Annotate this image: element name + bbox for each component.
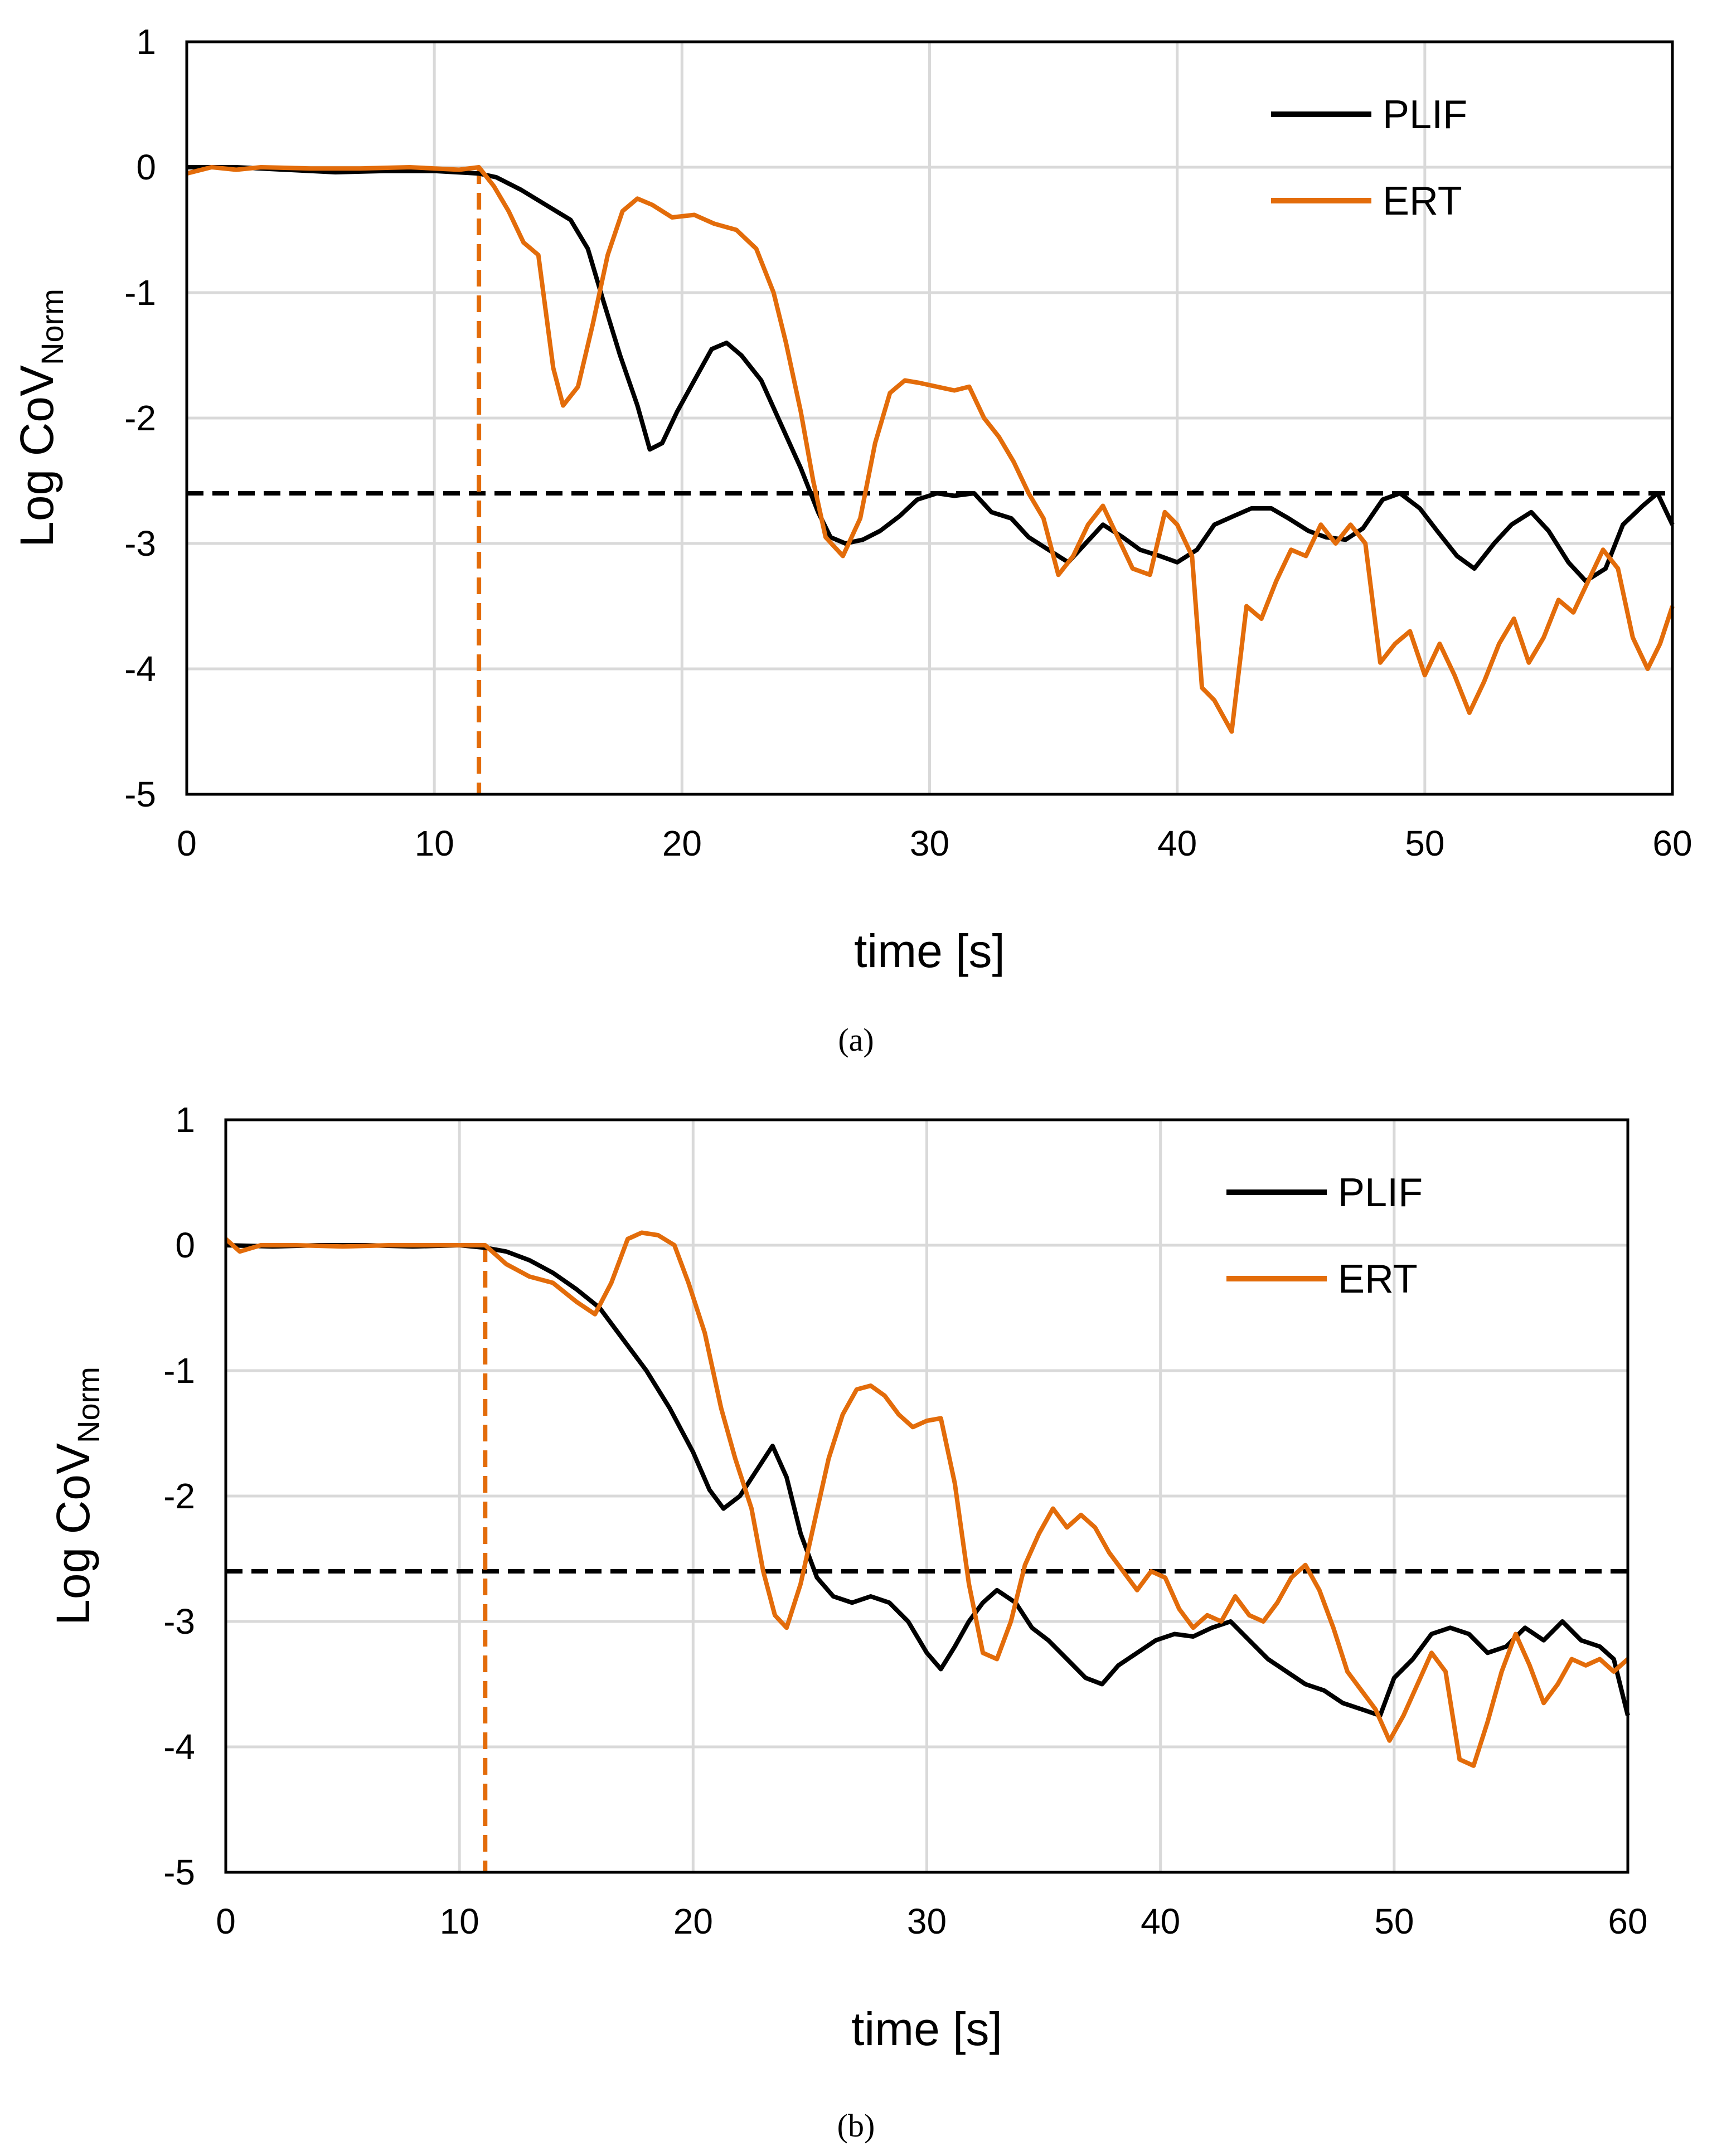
- y-axis-title-subscript-a: Norm: [35, 289, 70, 365]
- legend-label-ert-a: ERT: [1383, 179, 1462, 224]
- series-line-plif-b: [225, 1243, 1630, 1718]
- y-tick-label-1-a: 0: [136, 147, 156, 187]
- y-tick-label-0-a: 1: [136, 22, 156, 62]
- chart-panel-a: 0 10 20 30 40 50 60 1 0 -1 -2 -3 -4 -5 time [s] Log …: [11, 22, 1692, 1058]
- y-axis-title-b: Log CoVNorm: [47, 1367, 106, 1625]
- x-tick-label-2-b: 20: [673, 1901, 713, 1941]
- y-tick-label-0-b: 1: [175, 1100, 195, 1140]
- grid-a: [185, 40, 1674, 796]
- x-tick-label-1-a: 10: [415, 823, 454, 863]
- chart-b: 0 10 20 30 40 50 60 10-1-2-3-4-5 time [s] Log …: [47, 1100, 1648, 2055]
- y-axis-title-a: Log CoVNorm: [11, 289, 70, 547]
- y-tick-label-3-b: -2: [163, 1476, 195, 1516]
- y-tick-label-4-a: -3: [124, 523, 156, 564]
- x-tick-label-5-b: 50: [1374, 1901, 1414, 1941]
- grid-b: [224, 1118, 1629, 1874]
- x-tick-label-4-b: 40: [1141, 1901, 1180, 1941]
- caption-b: (b): [837, 2108, 875, 2144]
- y-tick-label-5-b: -4: [163, 1727, 195, 1767]
- x-tick-label-3-a: 30: [910, 823, 949, 863]
- y-axis-title-main-a: Log CoV: [11, 365, 63, 547]
- x-tick-label-3-b: 30: [907, 1901, 947, 1941]
- y-tick-label-6-b: -5: [163, 1852, 195, 1892]
- legend-a: PLIF ERT: [1271, 93, 1467, 224]
- y-tick-labels-a: 1 0 -1 -2 -3 -4 -5: [124, 22, 156, 814]
- chart-panel-b: 0 10 20 30 40 50 60 1 0 -1 -2 -3 -4 -5 time [s] Log …: [0, 1078, 1712, 2156]
- x-tick-labels-a: 0 10 20 30 40 50 60: [177, 823, 1692, 863]
- reference-lines-b: [226, 1245, 1628, 1872]
- legend-label-plif-a: PLIF: [1383, 93, 1467, 137]
- x-tick-label-2-a: 20: [662, 823, 702, 863]
- series-group-b: [224, 1230, 1630, 1768]
- legend-label-ert-b: ERT: [1338, 1257, 1418, 1302]
- y-axis-title-subscript-b: Norm: [71, 1367, 106, 1443]
- series-group-a: [186, 165, 1675, 734]
- caption-a: (a): [838, 1022, 874, 1058]
- y-axis-title-main-b: Log CoV: [47, 1443, 99, 1625]
- x-tick-label-6-b: 60: [1608, 1901, 1647, 1941]
- x-tick-label-5-a: 50: [1405, 823, 1444, 863]
- x-tick-labels-b: 0 10 20 30 40 50 60: [216, 1901, 1647, 1941]
- series-line-plif-a: [187, 165, 1675, 584]
- series-line-ert-a: [186, 165, 1675, 734]
- y-tick-labels-b: 1 0 -1 -2 -3 -4 -5: [163, 1100, 195, 1892]
- chart-a: 0 10 20 30 40 50 60 10-1-2-3-4-5 time [s] Log …: [11, 22, 1692, 977]
- plot-area-frame-a: [185, 40, 1674, 796]
- x-tick-label-6-a: 60: [1652, 823, 1692, 863]
- y-tick-label-2-a: -1: [124, 273, 156, 313]
- y-tick-label-1-b: 0: [175, 1225, 195, 1265]
- x-tick-label-0-b: 0: [216, 1901, 236, 1941]
- y-tick-label-5-a: -4: [124, 649, 156, 689]
- plot-area-frame-b: [224, 1118, 1629, 1874]
- x-tick-label-0-a: 0: [177, 823, 197, 863]
- legend-b: PLIF ERT: [1226, 1171, 1423, 1302]
- y-tick-label-3-a: -2: [124, 398, 156, 438]
- y-tick-label-4-b: -3: [163, 1601, 195, 1642]
- x-tick-label-4-a: 40: [1157, 823, 1197, 863]
- reference-lines-a: [187, 167, 1672, 794]
- y-tick-label-6-a: -5: [124, 774, 156, 814]
- legend-label-plif-b: PLIF: [1338, 1171, 1423, 1215]
- y-tick-label-2-b: -1: [163, 1351, 195, 1391]
- x-axis-title-b: time [s]: [851, 2003, 1002, 2055]
- x-tick-label-1-b: 10: [440, 1901, 479, 1941]
- x-axis-title-a: time [s]: [854, 925, 1005, 977]
- series-line-ert-b: [224, 1230, 1629, 1768]
